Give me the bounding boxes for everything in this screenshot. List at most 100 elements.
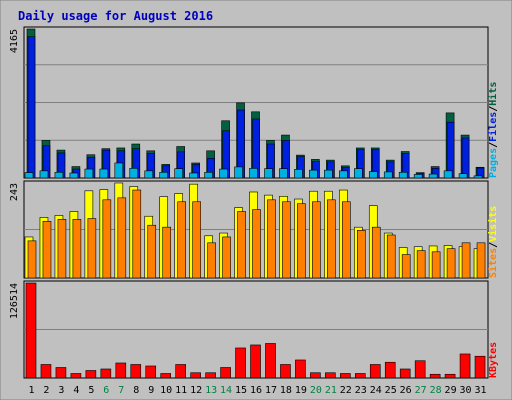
bar-kbytes [115,362,127,379]
x-tick-label: 11 [175,385,187,396]
panel-top-max-label: 4165 [9,29,20,53]
bar-pages [324,169,333,179]
bar-sites [282,201,291,279]
bar-pages [249,168,258,179]
legend-part: / [488,142,499,148]
panel-bottom: 126514 KBytes [9,280,499,379]
bar-kbytes [295,359,306,379]
bar-sites [87,218,97,279]
bar-sites [416,250,426,279]
bar-pages [473,175,483,179]
panel-middle-bars [24,182,486,279]
bar-sites [132,189,142,279]
bar-pages [294,169,303,179]
bar-kbytes [25,282,37,379]
x-tick-label: 6 [103,385,109,396]
x-tick-label: 10 [160,385,172,396]
legend-part: Files [487,112,499,142]
panel-middle: 243 Sites/Visits [9,180,499,279]
bar-pages [309,169,318,179]
bar-sites [147,224,157,279]
x-tick-label: 18 [280,385,292,396]
x-tick-label: 9 [148,385,154,396]
bar-kbytes [414,360,426,379]
panel-middle-max-label: 243 [9,183,20,201]
bar-sites [401,254,411,279]
bar-pages [279,168,288,179]
bar-sites [476,242,486,279]
bar-pages [353,168,363,179]
bar-sites [192,201,201,279]
bar-kbytes [55,367,67,379]
bar-sites [237,211,246,279]
bar-files [27,36,36,179]
bar-sites [312,201,321,279]
bar-pages [84,168,94,179]
panel-top-legend: Pages/Files/Hits [487,82,499,178]
legend-part: Pages [488,148,499,178]
x-tick-label: 17 [265,385,277,396]
bar-kbytes [100,368,112,379]
bar-pages [189,172,198,179]
bar-sites [72,219,82,279]
bar-sites [327,199,336,279]
bar-sites [162,226,172,279]
bar-kbytes [429,373,441,379]
bar-sites [342,201,351,279]
bar-kbytes [250,344,261,379]
bar-pages [144,170,154,179]
bar-pages [99,168,109,179]
bar-pages [428,173,438,179]
x-tick-label: 2 [43,385,49,396]
bar-kbytes [340,373,351,379]
bar-kbytes [399,368,411,379]
panel-bottom-bars [25,282,486,379]
bar-kbytes [310,372,321,379]
bar-pages [339,170,348,179]
bar-kbytes [190,372,201,379]
panel-top: 4165 Pages/Files/Hits [9,26,499,179]
bar-kbytes [160,373,172,379]
bar-kbytes [85,370,97,379]
x-tick-label: 8 [133,385,139,396]
bar-sites [27,240,37,279]
bar-kbytes [265,343,276,379]
x-tick-label: 1 [28,385,34,396]
bar-pages [54,171,64,179]
bar-pages [458,173,468,179]
bar-sites [267,199,276,279]
panel-top-bars [24,28,485,179]
bar-pages [69,172,79,179]
bar-pages [129,168,139,179]
bar-kbytes [130,364,142,379]
bar-kbytes [235,347,246,379]
chart-title: Daily usage for August 2016 [18,9,213,23]
legend-part: Sites [487,248,499,278]
bar-pages [114,162,124,179]
x-tick-label: 13 [205,385,217,396]
bar-kbytes [444,373,456,379]
bar-kbytes [325,372,336,379]
x-axis-labels: 1 2 3 4 5 6 7 8 9 10 11 12 13 14 15 16 17 18 19 20 21 22 23 24 2… [28,385,486,396]
bar-pages [219,168,228,179]
bar-sites [117,197,127,279]
x-tick-label: 20 [310,385,322,396]
x-tick-label: 7 [118,385,124,396]
bar-kbytes [474,355,486,379]
bar-kbytes [280,364,291,379]
bar-kbytes [205,372,216,379]
bar-pages [234,166,243,179]
bar-sites [356,230,366,279]
x-tick-label: 29 [445,385,457,396]
x-tick-label: 4 [73,385,79,396]
bar-kbytes [220,367,231,379]
bar-sites [42,221,52,279]
x-tick-label: 22 [340,385,352,396]
x-tick-label: 24 [370,385,382,396]
bar-files [446,121,455,179]
bar-kbytes [145,365,157,379]
chart-panels: 4165Pages/Files/Hits243Sites/Visits12651… [9,26,499,379]
bar-kbytes [40,364,52,379]
x-tick-label: 14 [220,385,232,396]
